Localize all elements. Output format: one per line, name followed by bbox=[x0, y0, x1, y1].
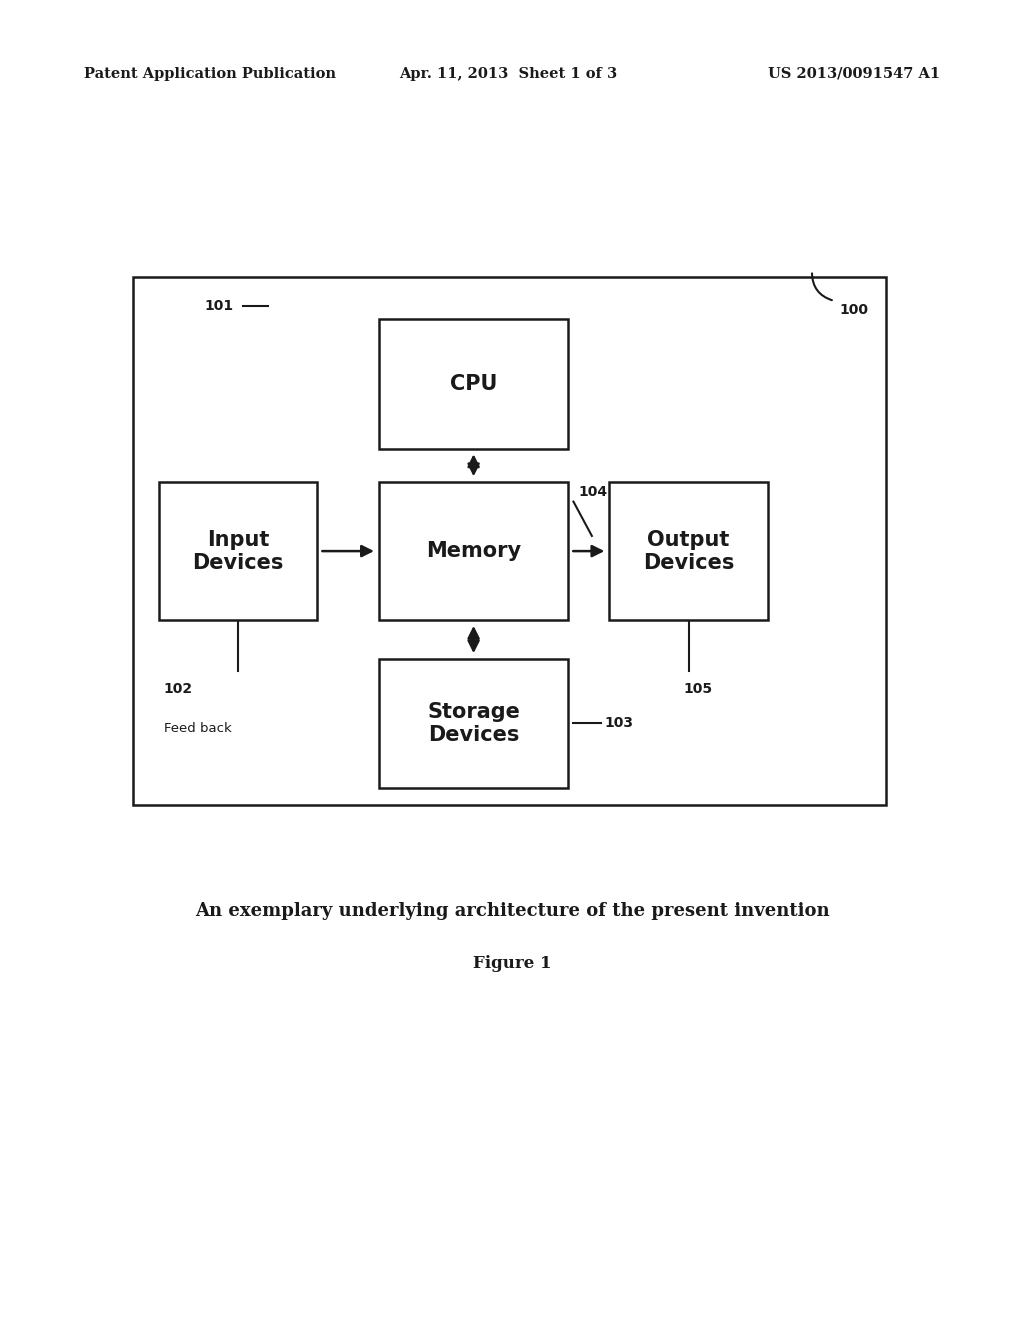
Text: 103: 103 bbox=[604, 717, 633, 730]
Text: Apr. 11, 2013  Sheet 1 of 3: Apr. 11, 2013 Sheet 1 of 3 bbox=[399, 67, 617, 81]
Bar bbox=[379, 319, 568, 449]
Text: Storage
Devices: Storage Devices bbox=[427, 702, 520, 744]
Bar bbox=[159, 482, 317, 620]
Text: 105: 105 bbox=[684, 682, 713, 696]
Text: An exemplary underlying architecture of the present invention: An exemplary underlying architecture of … bbox=[195, 902, 829, 920]
Text: Input
Devices: Input Devices bbox=[193, 529, 284, 573]
Bar bbox=[379, 482, 568, 620]
Text: 104: 104 bbox=[579, 486, 607, 499]
Text: 102: 102 bbox=[164, 682, 193, 696]
Text: Patent Application Publication: Patent Application Publication bbox=[84, 67, 336, 81]
Text: US 2013/0091547 A1: US 2013/0091547 A1 bbox=[768, 67, 940, 81]
Text: Feed back: Feed back bbox=[164, 722, 231, 735]
Bar bbox=[133, 277, 886, 805]
Bar bbox=[609, 482, 768, 620]
Text: CPU: CPU bbox=[450, 374, 498, 395]
Bar bbox=[379, 659, 568, 788]
Text: Output
Devices: Output Devices bbox=[643, 529, 734, 573]
Text: Figure 1: Figure 1 bbox=[473, 956, 551, 972]
Text: 100: 100 bbox=[840, 304, 868, 317]
Text: 101: 101 bbox=[205, 300, 233, 313]
Text: Memory: Memory bbox=[426, 541, 521, 561]
